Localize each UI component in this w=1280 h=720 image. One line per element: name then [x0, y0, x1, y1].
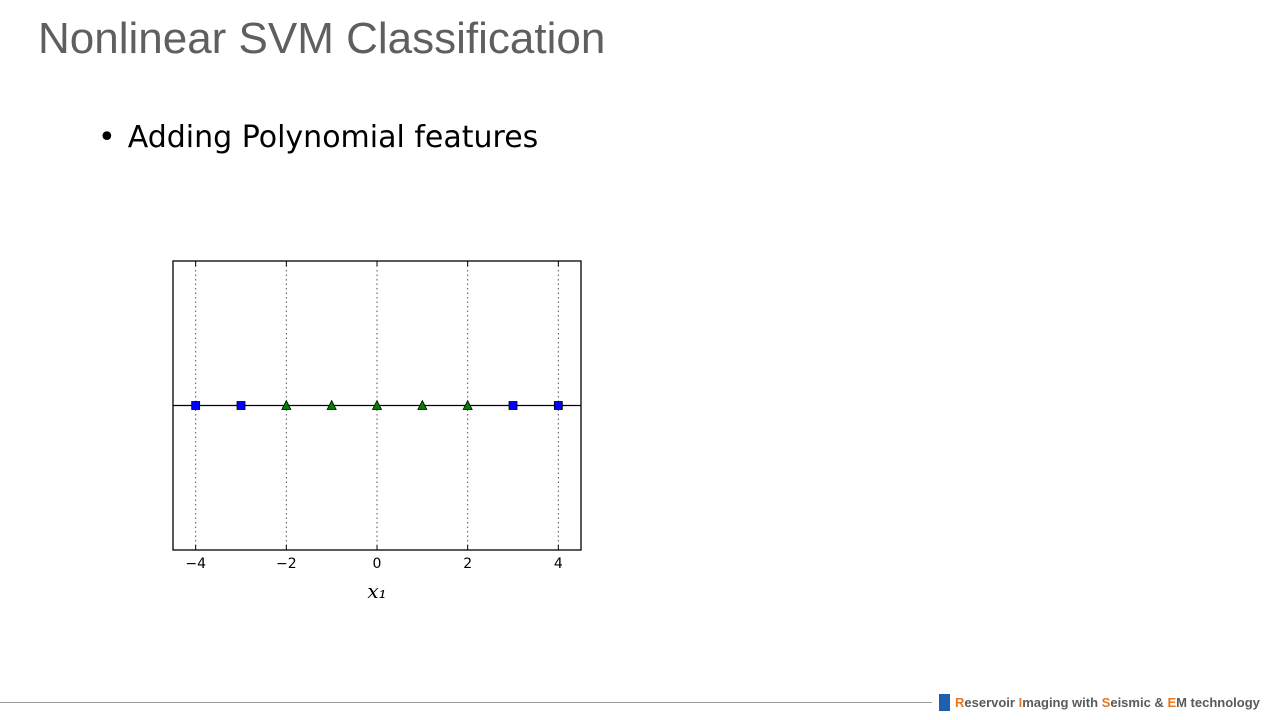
footer-accent-letter: I — [1018, 695, 1023, 710]
x-tick-label: −4 — [185, 556, 206, 572]
slide-title: Nonlinear SVM Classification — [38, 14, 606, 63]
footer-logo-square — [939, 694, 950, 711]
bullet-dot: • — [98, 120, 116, 155]
data-point-triangle — [371, 399, 383, 410]
bullet-item: • Adding Polynomial features — [98, 120, 538, 155]
footer-text-part: eservoir — [964, 695, 1019, 710]
data-point-square — [508, 401, 518, 410]
x-tick-label: 4 — [554, 556, 563, 572]
scatter-chart: −4 −2 0 2 4 x₁ — [172, 260, 582, 603]
x-tick-label: −2 — [276, 556, 297, 572]
data-point-triangle — [417, 399, 428, 410]
data-point-square — [191, 401, 201, 410]
x-tick-label: 0 — [373, 556, 382, 572]
footer-divider — [0, 702, 932, 703]
x-axis-label: x₁ — [367, 579, 386, 603]
x-tick-label: 2 — [463, 556, 472, 572]
footer-text-part: maging with — [1022, 695, 1102, 710]
footer-accent-letter: S — [1101, 695, 1111, 710]
footer-accent-letter: E — [1167, 695, 1177, 710]
footer-text-part: eismic & — [1110, 695, 1168, 710]
data-point-square — [236, 401, 246, 410]
data-point-square — [553, 401, 563, 410]
bullet-text: Adding Polynomial features — [127, 120, 539, 155]
footer-tagline: Reservoir Imaging with Seismic & EM tech… — [955, 695, 1260, 710]
data-point-triangle — [326, 399, 337, 410]
data-point-triangle — [462, 399, 473, 410]
data-point-triangle — [281, 399, 292, 410]
footer-accent-letter: R — [955, 695, 965, 710]
footer-text-part: M technology — [1176, 695, 1260, 710]
